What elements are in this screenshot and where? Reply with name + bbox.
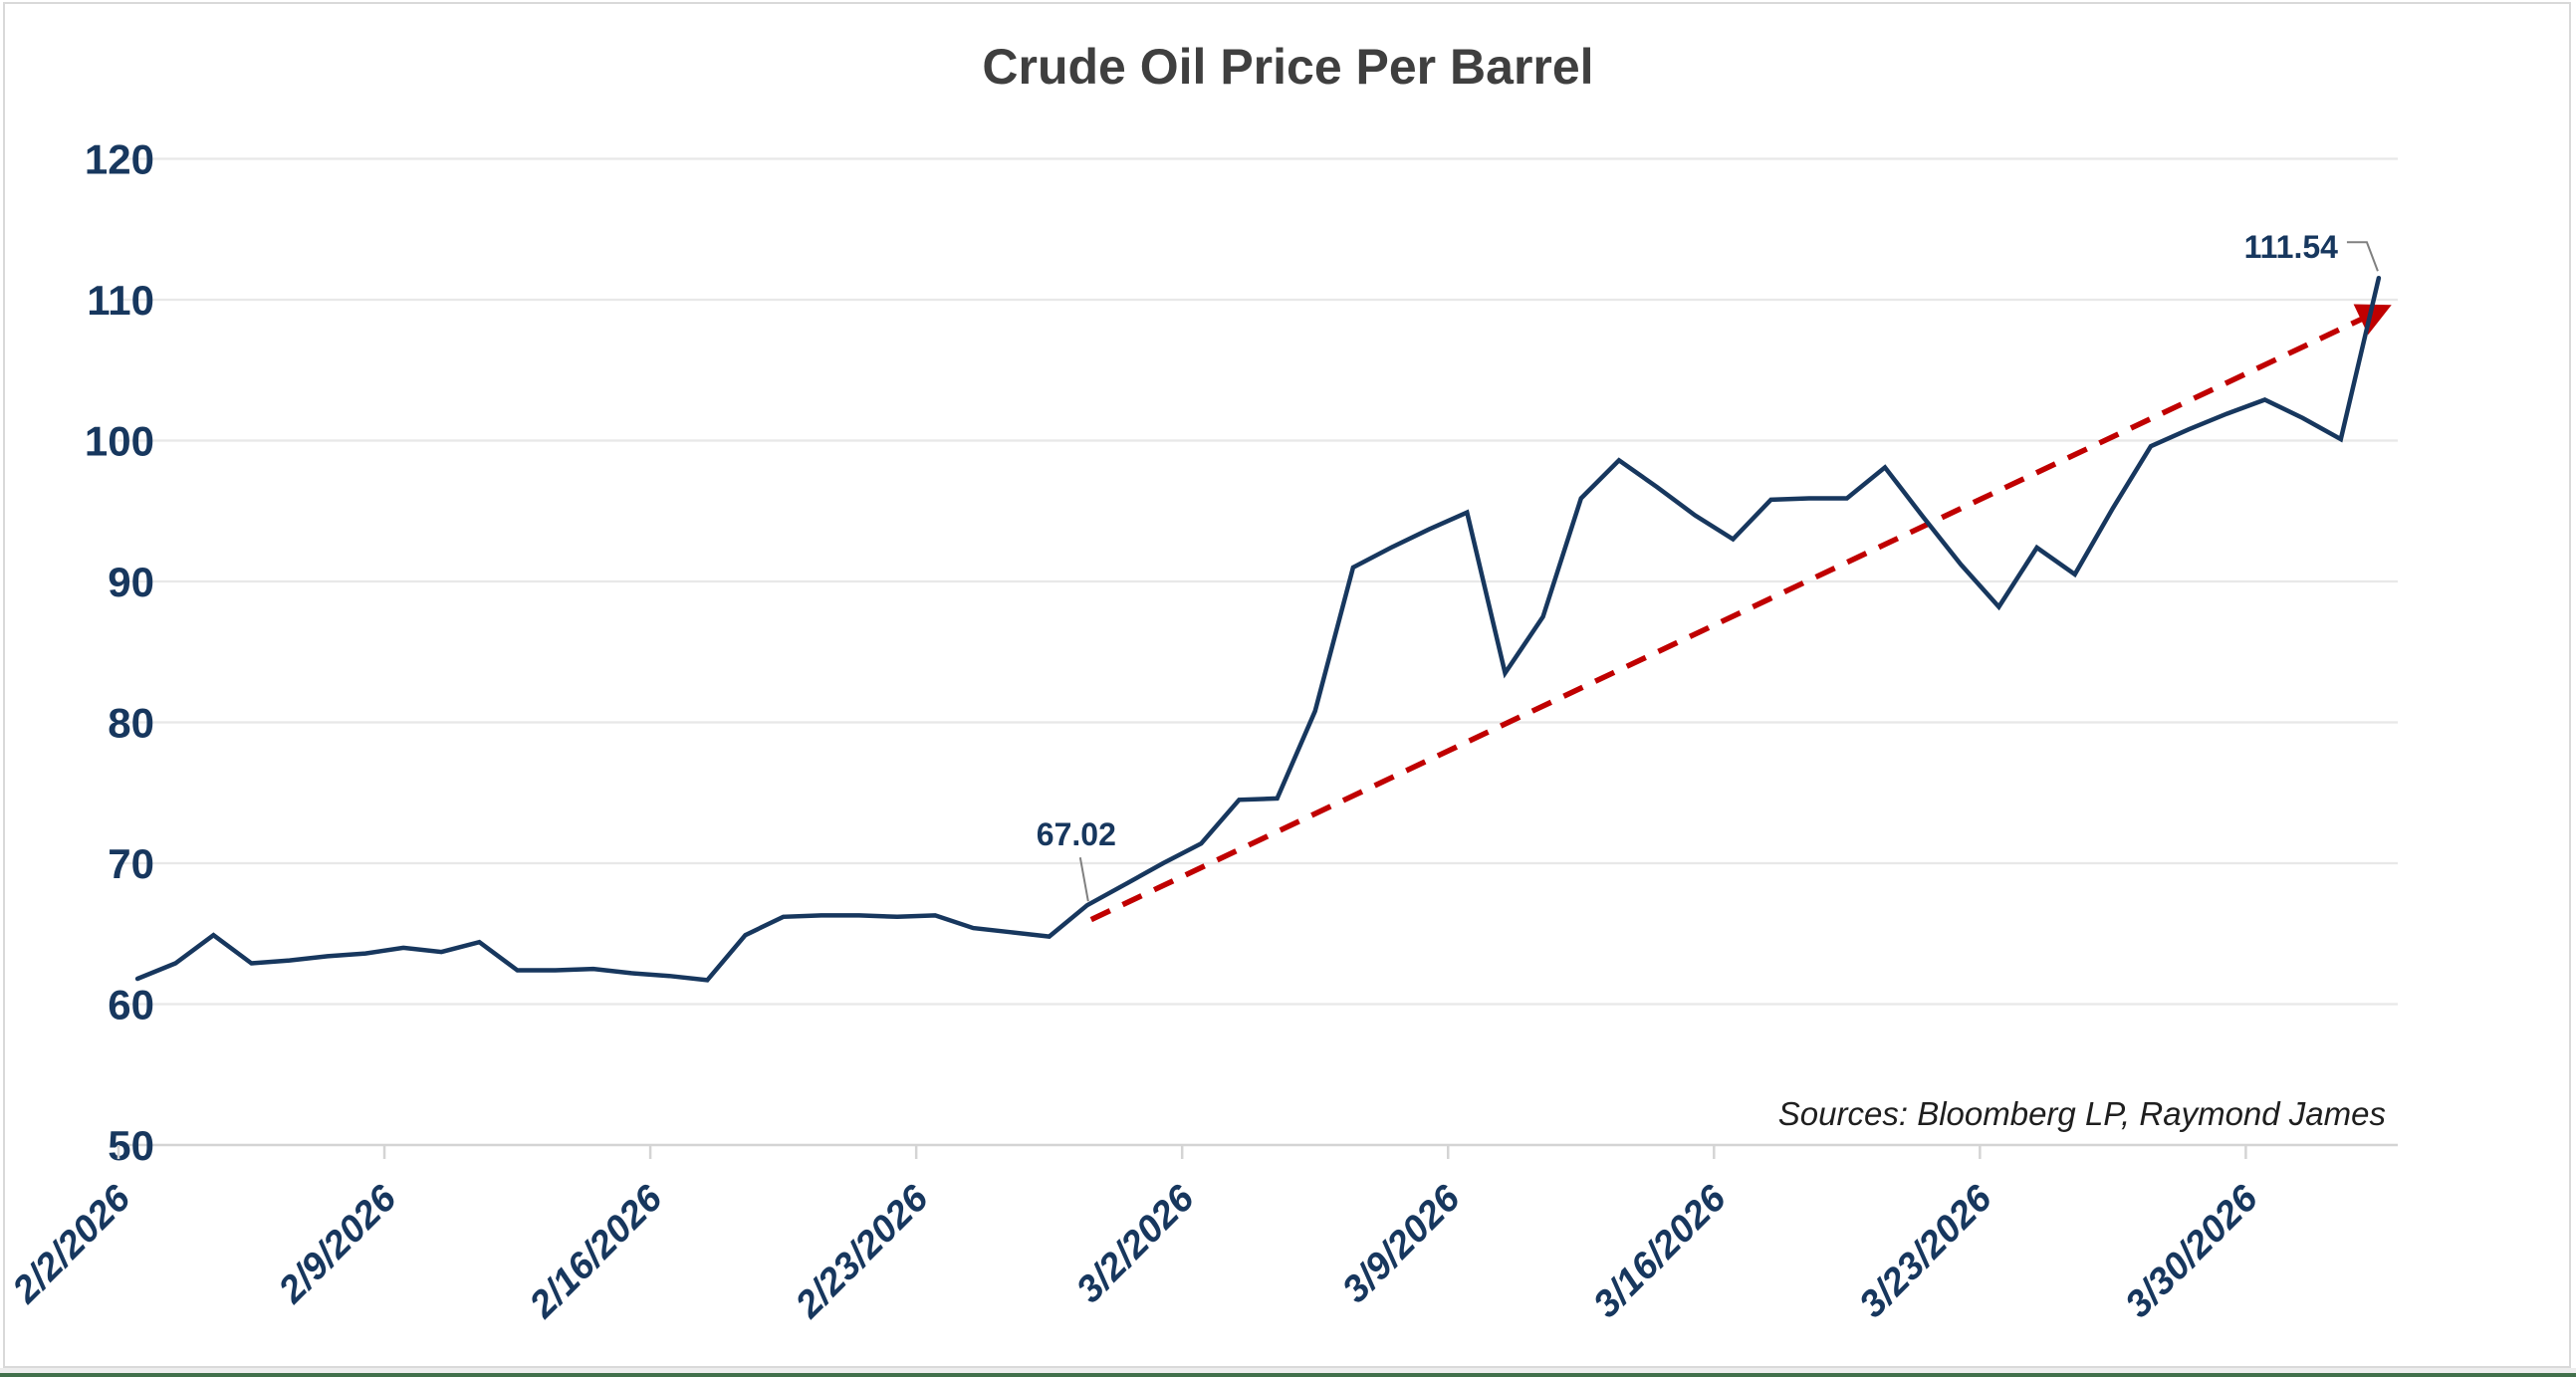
- trend-line: [1089, 304, 2392, 923]
- x-axis-label: 2/23/2026: [788, 1177, 938, 1327]
- x-axis-label: 3/16/2026: [1585, 1177, 1735, 1326]
- annotation-leader: [1078, 856, 1089, 902]
- x-axis-label: 2/16/2026: [522, 1177, 672, 1327]
- x-axis-label: 3/30/2026: [2118, 1177, 2267, 1326]
- y-axis-label: 110: [87, 277, 154, 324]
- x-axis-label: 3/23/2026: [1851, 1177, 2000, 1326]
- y-axis-label: 50: [108, 1122, 154, 1169]
- y-axis-label: 60: [108, 982, 154, 1029]
- y-axis-label: 80: [108, 700, 154, 747]
- x-axis-label: 2/2/2026: [4, 1177, 139, 1312]
- x-axis-label: 3/2/2026: [1068, 1177, 1203, 1311]
- bottom-strip: [0, 1368, 2576, 1373]
- y-axis-label: 100: [85, 418, 154, 465]
- y-axis-label: 90: [108, 559, 154, 605]
- annotation-label-end: 111.54: [2244, 229, 2339, 265]
- chart-title: Crude Oil Price Per Barrel: [982, 39, 1594, 95]
- annotation-label-start: 67.02: [1037, 816, 1116, 852]
- x-axis-label: 3/9/2026: [1334, 1177, 1469, 1311]
- y-axis-label: 120: [85, 136, 154, 183]
- source-note: Sources: Bloomberg LP, Raymond James: [1777, 1095, 2386, 1132]
- price-line: [134, 275, 2382, 983]
- y-axis-label: 70: [108, 840, 154, 887]
- x-axis-label: 2/9/2026: [270, 1177, 405, 1312]
- annotation-leader: [2346, 241, 2379, 272]
- window-bottom-edge: [0, 1373, 2576, 1377]
